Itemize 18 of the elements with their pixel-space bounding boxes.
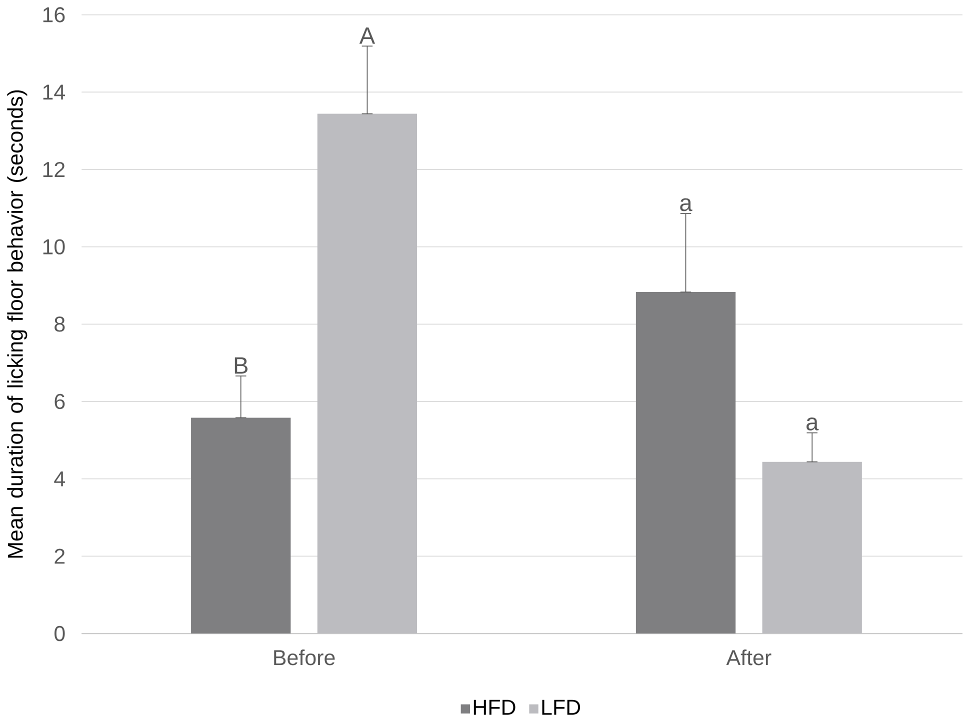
y-tick-label: 12	[43, 162, 65, 177]
y-tick-label: 6	[54, 394, 65, 409]
legend-label: LFD	[542, 700, 580, 715]
annotation: A	[359, 27, 376, 44]
x-tick-label: Before	[274, 649, 335, 666]
y-tick-label: 0	[54, 626, 65, 642]
legend-label: HFD	[474, 700, 516, 715]
y-tick-label: 10	[43, 239, 65, 254]
y-tick-label: 2	[54, 548, 65, 564]
y-tick-label: 8	[54, 316, 65, 332]
y-tick-label: 16	[43, 7, 65, 22]
annotation: a	[806, 417, 819, 430]
annotation: a	[680, 198, 692, 212]
annotation: B	[234, 357, 248, 374]
y-axis-title: Mean duration of licking floor behavior (seconds)	[7, 90, 28, 558]
y-tick-label: 14	[43, 84, 65, 100]
y-tick-label: 4	[54, 471, 65, 486]
x-tick-label: After	[726, 649, 772, 666]
